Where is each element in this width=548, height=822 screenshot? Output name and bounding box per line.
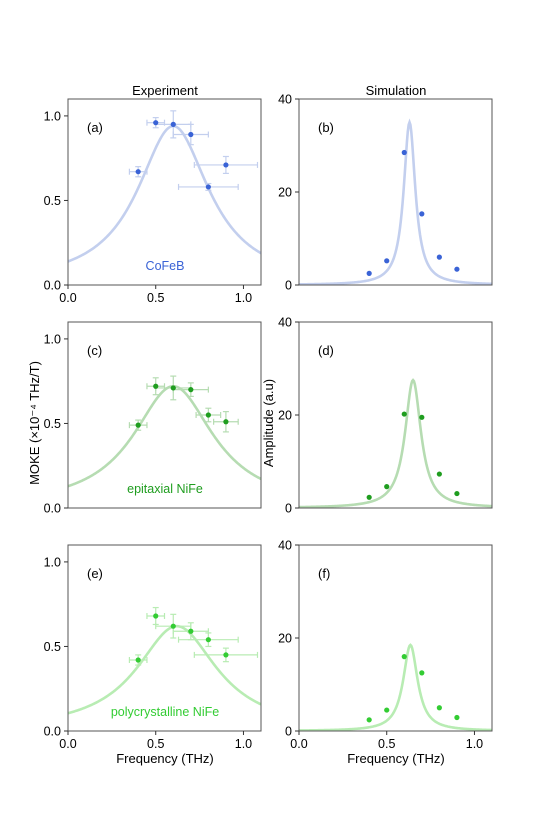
fit-curve-c <box>68 384 261 488</box>
panel-label-e: (e) <box>87 566 103 581</box>
data-point-e-3 <box>188 628 194 634</box>
y-tick-label-c-2: 1.0 <box>44 332 61 346</box>
left-x-axis-label: Frequency (THz) <box>116 751 214 766</box>
x-tick-label-f-1: 0.5 <box>378 737 395 751</box>
data-point-d-2 <box>401 411 407 417</box>
data-point-f-3 <box>419 670 425 676</box>
data-point-a-2 <box>170 121 176 127</box>
panel-label-d: (d) <box>318 343 334 358</box>
y-tick-label-d-0: 0 <box>285 502 292 516</box>
data-point-b-1 <box>384 258 390 264</box>
right-x-axis-label: Frequency (THz) <box>347 751 445 766</box>
panel-c: 0.0 0.5 1.0 (c) epitaxial NiFe <box>44 321 262 516</box>
data-point-a-0 <box>135 169 141 175</box>
data-point-b-2 <box>401 149 407 156</box>
data-point-d-1 <box>384 484 390 490</box>
x-tick-label-a-1: 0.5 <box>147 291 164 305</box>
data-point-a-3 <box>188 131 194 138</box>
y-tick-label-d-1: 20 <box>278 409 292 423</box>
panel-label-f: (f) <box>318 566 330 581</box>
panel-label-b: (b) <box>318 120 334 135</box>
annotation-a: CoFeB <box>146 259 185 273</box>
data-point-c-4 <box>205 412 211 418</box>
panel-f: 0 20 40 0.0 0.5 1.0 (f) <box>278 539 493 751</box>
y-tick-label-b-1: 20 <box>278 186 292 200</box>
panels: 0.0 0.5 1.0 0.0 0.5 1.0 (a) CoFeB 0 20 40 (b) 0.0 0.5… <box>44 93 493 751</box>
data-point-e-5 <box>223 652 229 658</box>
y-tick-label-f-2: 40 <box>278 539 292 553</box>
data-point-a-1 <box>153 120 159 126</box>
y-tick-label-e-1: 0.5 <box>44 640 61 654</box>
x-tick-label-a-2: 1.0 <box>235 291 252 305</box>
right-column-title: Simulation <box>366 83 427 98</box>
data-point-c-2 <box>170 385 176 391</box>
panel-label-c: (c) <box>87 343 102 358</box>
data-point-d-3 <box>419 414 425 420</box>
data-point-f-1 <box>384 707 390 713</box>
data-point-d-0 <box>366 494 372 500</box>
left-column-title: Experiment <box>132 83 198 98</box>
x-tick-label-e-0: 0.0 <box>59 737 76 751</box>
data-point-f-2 <box>401 654 407 660</box>
fit-curve-b <box>299 118 492 285</box>
y-tick-label-f-0: 0 <box>285 725 292 739</box>
x-tick-label-e-1: 0.5 <box>147 737 164 751</box>
panel-b: 0 20 40 (b) <box>278 93 493 293</box>
data-point-b-5 <box>454 266 460 272</box>
data-point-c-1 <box>153 383 159 389</box>
fit-curve-d <box>299 378 492 508</box>
panel-e: 0.0 0.5 1.0 0.0 0.5 1.0 (e) polycrystalline NiF… <box>44 544 262 751</box>
data-point-f-4 <box>436 705 442 711</box>
annotation-c: epitaxial NiFe <box>127 482 203 496</box>
annotation-e: polycrystalline NiFe <box>111 705 219 719</box>
y-tick-label-f-1: 20 <box>278 632 292 646</box>
y-tick-label-e-0: 0.0 <box>44 725 61 739</box>
data-point-a-4 <box>205 184 211 190</box>
y-tick-label-d-2: 40 <box>278 316 292 330</box>
x-tick-label-f-2: 1.0 <box>466 737 483 751</box>
data-point-f-5 <box>454 714 460 721</box>
x-tick-label-e-2: 1.0 <box>235 737 252 751</box>
x-tick-label-a-0: 0.0 <box>59 291 76 305</box>
data-point-f-0 <box>366 717 372 723</box>
y-tick-label-b-0: 0 <box>285 279 292 293</box>
y-tick-label-e-2: 1.0 <box>44 555 61 569</box>
fit-curve-f <box>299 643 492 731</box>
panel-d: 0 20 40 (d) <box>278 316 493 516</box>
panel-frame-e <box>67 544 262 732</box>
data-point-d-4 <box>436 471 442 477</box>
panel-a: 0.0 0.5 1.0 0.0 0.5 1.0 (a) CoFeB <box>44 98 262 305</box>
y-tick-label-b-2: 40 <box>278 93 292 107</box>
y-tick-label-a-0: 0.0 <box>44 279 61 293</box>
y-tick-label-c-0: 0.0 <box>44 502 61 516</box>
fit-curve-e <box>68 624 261 715</box>
data-point-e-4 <box>205 637 211 643</box>
data-point-b-3 <box>419 211 425 217</box>
data-point-e-0 <box>135 657 141 663</box>
left-y-axis-label: MOKE (×10⁻⁴ THz/T) <box>27 361 42 485</box>
data-point-c-3 <box>188 387 194 393</box>
data-point-b-0 <box>366 270 372 276</box>
panel-frame-a <box>67 98 262 286</box>
y-tick-label-a-1: 0.5 <box>44 194 61 208</box>
y-tick-label-c-1: 0.5 <box>44 417 61 431</box>
data-point-d-5 <box>454 490 460 497</box>
data-point-c-0 <box>135 422 141 428</box>
panel-frame-c <box>67 321 262 509</box>
panel-label-a: (a) <box>87 120 103 135</box>
right-y-axis-label: Amplitude (a.u) <box>261 379 276 467</box>
data-point-c-5 <box>223 419 229 425</box>
fit-curve-a <box>68 124 261 263</box>
y-tick-label-a-2: 1.0 <box>44 109 61 123</box>
x-tick-label-f-0: 0.0 <box>290 737 307 751</box>
data-point-b-4 <box>436 254 442 260</box>
data-point-e-1 <box>153 613 159 619</box>
data-point-e-2 <box>170 623 176 629</box>
data-point-a-5 <box>223 162 229 168</box>
